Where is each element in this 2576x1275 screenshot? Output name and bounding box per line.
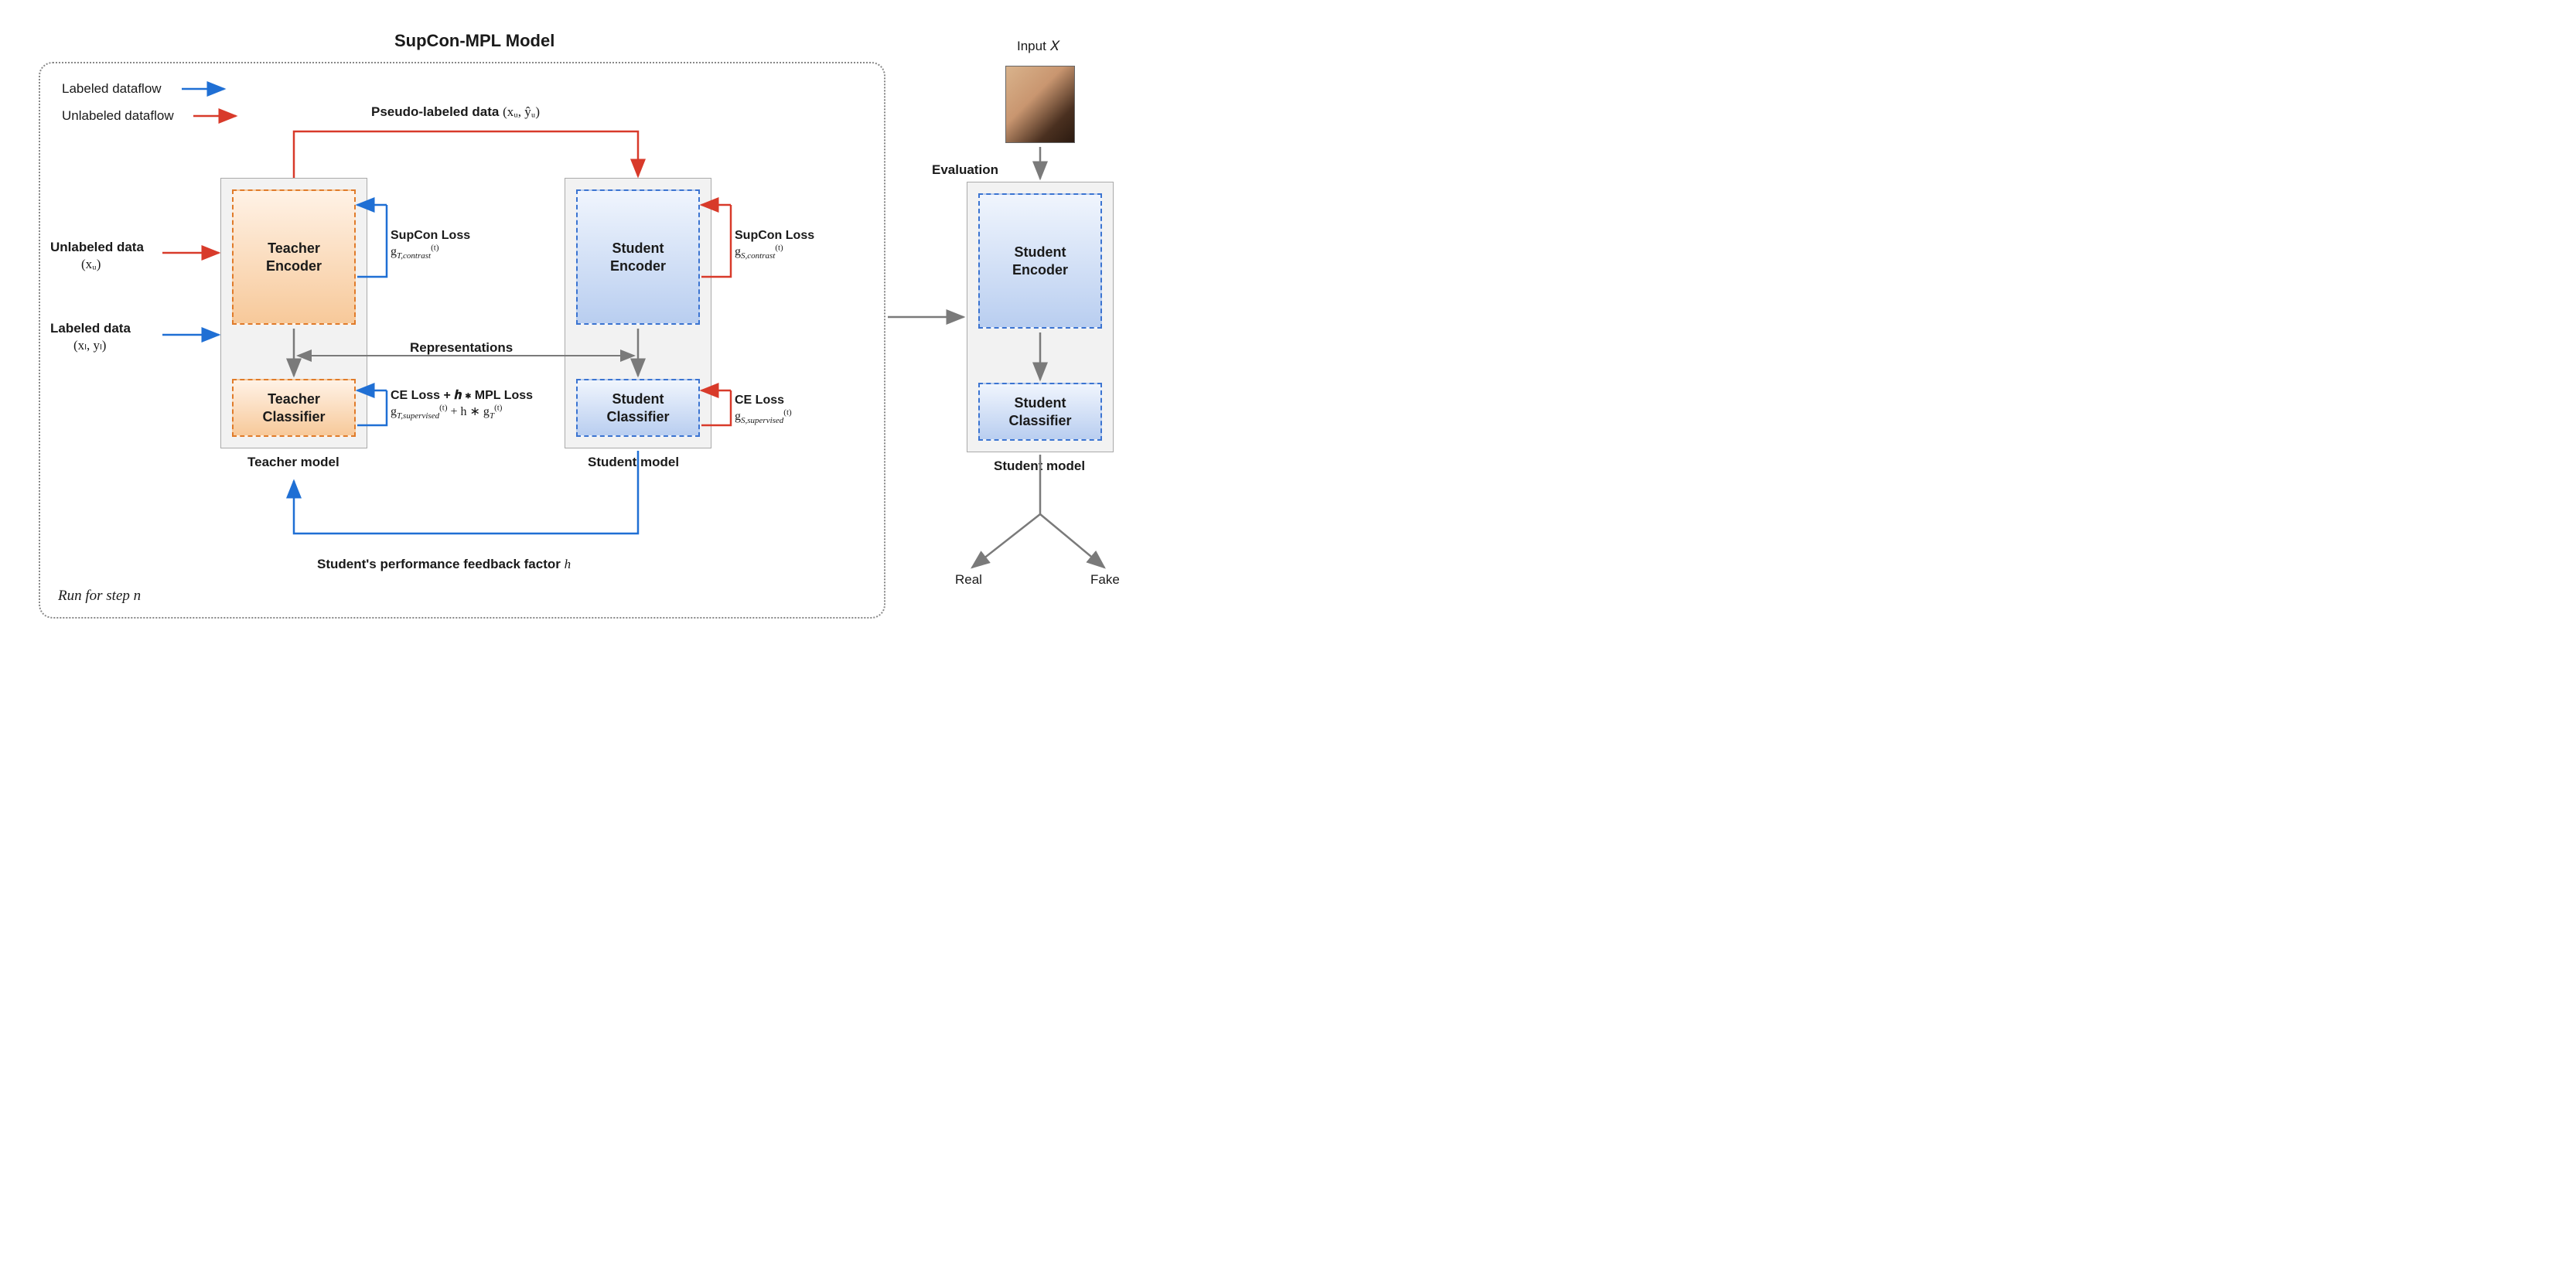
teacher-ce-formula: gT,supervised(t) + h ∗ gT(t) (391, 405, 502, 418)
pseudo-label-bold: Pseudo-labeled data (371, 104, 499, 119)
real-label: Real (955, 572, 982, 588)
student-supcon-formula: gS,contrast(t) (735, 245, 783, 258)
teacher-ce-title: CE Loss + 𝒉 ∗ MPL Loss (391, 389, 533, 402)
eval-encoder: Student Encoder (978, 193, 1102, 329)
feedback-label: Student's performance feedback factor h (317, 557, 571, 572)
feedback-bold: Student's performance feedback factor (317, 557, 561, 571)
input-x-label: Input 𝑋 (1017, 39, 1059, 54)
eval-classifier-label: Student Classifier (1008, 394, 1071, 429)
teacher-ce-loss: CE Loss + 𝒉 ∗ MPL Loss gT,supervised(t) … (391, 388, 533, 421)
student-ce-title: CE Loss (735, 394, 784, 407)
labeled-data-label: Labeled data (50, 321, 131, 336)
labeled-data-sub: (xₗ, yₗ) (73, 338, 106, 353)
eval-model-label: Student model (994, 459, 1085, 474)
student-ce-formula: gS,supervised(t) (735, 410, 792, 423)
legend-labeled: Labeled dataflow (62, 81, 162, 97)
student-classifier: Student Classifier (576, 379, 700, 437)
teacher-supcon-loss: SupCon Loss gT,contrast(t) (391, 228, 470, 261)
eval-classifier: Student Classifier (978, 383, 1102, 441)
unlabeled-data-label: Unlabeled data (50, 240, 144, 255)
student-ce-loss: CE Loss gS,supervised(t) (735, 393, 792, 426)
teacher-supcon-formula: gT,contrast(t) (391, 245, 439, 258)
pseudo-label-math: (xᵤ, ŷᵤ) (503, 104, 540, 119)
teacher-classifier: Teacher Classifier (232, 379, 356, 437)
diagram-canvas: SupCon-MPL Model Labeled dataflow Unlabe… (31, 31, 1206, 634)
student-supcon-loss: SupCon Loss gS,contrast(t) (735, 228, 814, 261)
student-encoder-label: Student Encoder (610, 240, 666, 274)
feedback-math: h (565, 557, 571, 571)
student-encoder: Student Encoder (576, 189, 700, 325)
legend-unlabeled: Unlabeled dataflow (62, 108, 174, 124)
student-model-label: Student model (588, 455, 679, 470)
evaluation-label: Evaluation (932, 162, 998, 178)
student-supcon-title: SupCon Loss (735, 229, 814, 242)
fake-label: Fake (1090, 572, 1120, 588)
teacher-supcon-title: SupCon Loss (391, 229, 470, 242)
teacher-encoder: Teacher Encoder (232, 189, 356, 325)
eval-encoder-label: Student Encoder (1012, 244, 1068, 278)
input-face-image (1005, 66, 1075, 143)
main-title: SupCon-MPL Model (394, 31, 554, 51)
pseudo-label: Pseudo-labeled data (xᵤ, ŷᵤ) (371, 104, 540, 120)
student-classifier-label: Student Classifier (606, 390, 669, 425)
teacher-model-label: Teacher model (247, 455, 339, 470)
unlabeled-data-sub: (xᵤ) (81, 257, 101, 272)
teacher-classifier-label: Teacher Classifier (262, 390, 325, 425)
teacher-encoder-label: Teacher Encoder (266, 240, 322, 274)
run-step-label: Run for step n (58, 588, 141, 605)
representations-label: Representations (410, 340, 513, 356)
